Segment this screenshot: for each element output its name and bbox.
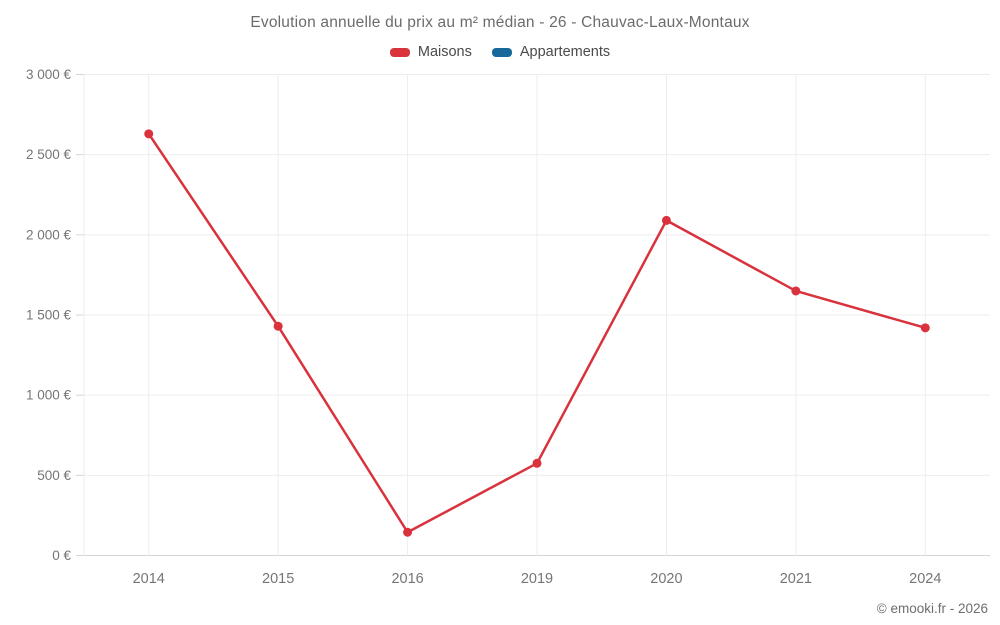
legend-item-appartements[interactable]: Appartements — [491, 44, 611, 60]
y-tick-label: 500 € — [37, 468, 71, 483]
y-tick-label: 2 500 € — [26, 147, 72, 162]
y-tick-label: 1 500 € — [26, 308, 72, 323]
legend-item-maisons[interactable]: Maisons — [389, 44, 472, 60]
x-tick-label: 2020 — [650, 571, 682, 587]
x-tick-label: 2019 — [521, 571, 553, 587]
x-tick-label: 2016 — [391, 571, 423, 587]
appartements-swatch-icon — [491, 47, 512, 57]
data-point[interactable] — [403, 527, 413, 537]
legend: Maisons Appartements — [0, 44, 1000, 60]
x-tick-label: 2024 — [909, 571, 941, 587]
y-tick-label: 3 000 € — [26, 67, 72, 82]
data-point[interactable] — [791, 286, 801, 296]
data-point[interactable] — [273, 321, 283, 331]
data-point[interactable] — [532, 458, 542, 468]
maisons-swatch-icon — [389, 47, 410, 57]
x-tick-label: 2014 — [133, 571, 165, 587]
y-tick-label: 2 000 € — [26, 227, 72, 242]
data-point[interactable] — [144, 129, 154, 139]
data-point[interactable] — [920, 323, 930, 333]
legend-label-maisons: Maisons — [417, 44, 472, 60]
y-tick-label: 0 € — [52, 548, 71, 563]
data-point[interactable] — [661, 215, 671, 225]
chart-title: Evolution annuelle du prix au m² médian … — [250, 14, 750, 31]
x-tick-label: 2015 — [262, 571, 294, 587]
copyright-text: © emooki.fr - 2026 — [876, 601, 988, 616]
y-tick-label: 1 000 € — [26, 388, 72, 403]
legend-label-appartements: Appartements — [519, 44, 611, 60]
x-tick-label: 2021 — [780, 571, 812, 587]
